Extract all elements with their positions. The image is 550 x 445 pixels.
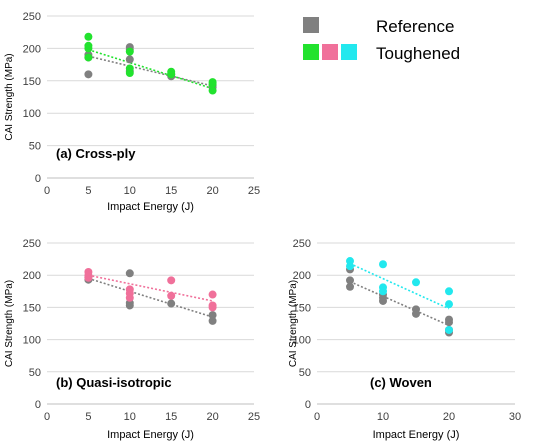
y-tick-label: 100 [293, 335, 311, 347]
data-point [167, 299, 176, 308]
panel-annotation: (a) Cross-ply [56, 146, 136, 161]
y-tick-label: 150 [293, 302, 311, 314]
data-point [167, 291, 176, 300]
x-tick-label: 25 [248, 185, 260, 197]
x-tick-label: 30 [509, 411, 521, 423]
data-point [208, 311, 217, 320]
data-point [84, 70, 93, 79]
legend-swatch-green [303, 44, 319, 60]
trendline [88, 277, 213, 318]
x-axis-label: Impact Energy (J) [373, 429, 460, 441]
x-tick-label: 25 [248, 411, 260, 423]
x-tick-label: 0 [314, 411, 320, 423]
y-tick-label: 250 [23, 11, 41, 23]
y-tick-label: 100 [23, 108, 41, 120]
x-tick-label: 20 [206, 411, 218, 423]
legend-swatch-pink [322, 44, 338, 60]
chart-panel-woven: 0 50 100 150 200 250 0 10 20 30 Impact Energy (J) C… [288, 238, 521, 441]
trendline [88, 48, 213, 90]
chart-panel-cross-ply: 0 50 100 150 200 250 0 5 10 15 20 25 Impact Energy (… [4, 11, 260, 213]
trendline [349, 262, 450, 310]
y-tick-label: 0 [35, 399, 41, 411]
y-tick-label: 50 [29, 367, 41, 379]
trendline [88, 55, 213, 87]
y-tick-label: 150 [23, 76, 41, 88]
y-axis-label: CAI Strength (MPa) [4, 53, 15, 140]
data-point [379, 260, 387, 269]
data-point [84, 53, 93, 62]
y-tick-label: 250 [293, 238, 311, 250]
data-point [208, 86, 217, 95]
x-tick-label: 0 [44, 411, 50, 423]
data-point [208, 303, 217, 312]
data-point [412, 309, 420, 318]
data-point [125, 55, 134, 64]
data-point [167, 276, 176, 285]
data-point [84, 273, 93, 282]
data-point [167, 70, 176, 79]
data-point [208, 290, 217, 299]
x-tick-label: 10 [124, 411, 136, 423]
y-tick-label: 250 [23, 238, 41, 250]
y-tick-label: 200 [23, 270, 41, 282]
y-tick-label: 0 [35, 173, 41, 185]
y-tick-label: 100 [23, 335, 41, 347]
data-point [346, 262, 354, 271]
data-point [84, 44, 93, 53]
legend-swatch-reference [303, 17, 319, 33]
x-tick-label: 10 [377, 411, 389, 423]
data-point [125, 69, 134, 78]
x-tick-label: 10 [124, 185, 136, 197]
data-point [346, 282, 354, 291]
data-point [125, 47, 134, 56]
x-axis-label: Impact Energy (J) [107, 429, 194, 441]
x-tick-label: 20 [443, 411, 455, 423]
legend-label-reference: Reference [376, 17, 454, 36]
data-point [445, 300, 453, 309]
data-point [379, 287, 387, 296]
legend-swatch-cyan [341, 44, 357, 60]
data-point [125, 293, 134, 302]
legend-label-toughened: Toughened [376, 44, 460, 63]
panel-annotation: (c) Woven [370, 375, 432, 390]
x-tick-label: 15 [165, 185, 177, 197]
data-point [125, 301, 134, 310]
trendline [88, 274, 213, 302]
data-point [346, 276, 354, 285]
y-tick-label: 50 [29, 141, 41, 153]
legend: Reference Toughened [303, 17, 460, 63]
x-tick-label: 0 [44, 185, 50, 197]
data-point [379, 296, 387, 305]
y-tick-label: 200 [293, 270, 311, 282]
chart-panel-quasi-isotropic: 0 50 100 150 200 250 0 5 10 15 20 25 Impact Energy (… [4, 238, 260, 441]
panel-annotation: (b) Quasi-isotropic [56, 375, 172, 390]
data-point [125, 269, 134, 278]
data-point [445, 318, 453, 327]
y-tick-label: 50 [299, 367, 311, 379]
data-point [412, 278, 420, 287]
x-axis-label: Impact Energy (J) [107, 201, 194, 213]
data-point [208, 80, 217, 89]
trendline [349, 280, 450, 327]
y-tick-label: 200 [23, 43, 41, 55]
y-tick-label: 150 [23, 302, 41, 314]
x-tick-label: 5 [85, 411, 91, 423]
data-point [445, 325, 453, 334]
y-tick-label: 0 [305, 399, 311, 411]
y-axis-label: CAI Strength (MPa) [4, 280, 15, 367]
x-tick-label: 15 [165, 411, 177, 423]
data-point [84, 32, 93, 41]
x-tick-label: 5 [85, 185, 91, 197]
y-axis-label: CAI Strength (MPa) [288, 280, 299, 367]
x-tick-label: 20 [206, 185, 218, 197]
data-point [208, 316, 217, 325]
data-point [445, 287, 453, 296]
